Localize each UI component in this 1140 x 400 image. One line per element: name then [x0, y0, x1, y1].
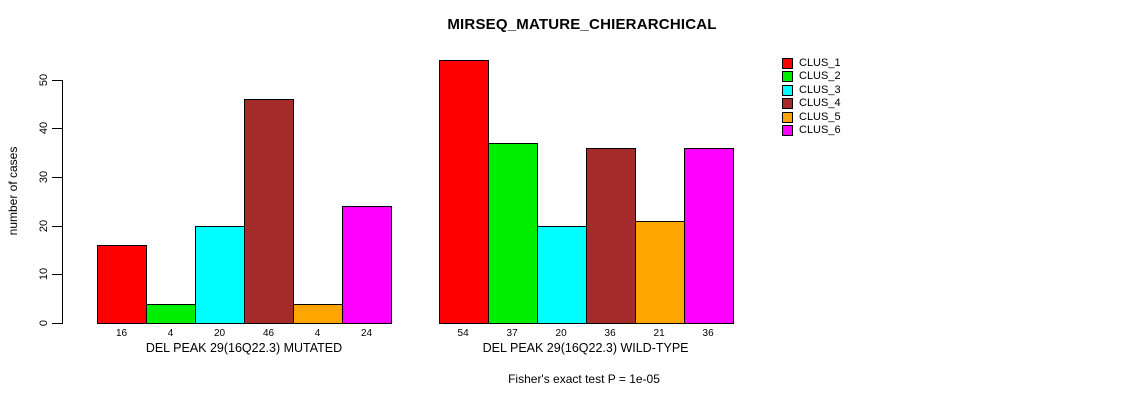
y-tick-label: 50 [38, 73, 50, 86]
bar-value-label: 46 [262, 328, 275, 339]
legend-label: CLUS_6 [799, 124, 841, 136]
legend-swatch-icon [782, 111, 793, 123]
bar-value-label: 20 [213, 328, 226, 339]
y-axis-line [62, 79, 63, 324]
bar-clus_2 [487, 142, 538, 324]
bar-value-label: 54 [457, 328, 469, 339]
bar-clus_2 [146, 303, 196, 324]
y-tick [52, 274, 62, 276]
y-axis-label: number of cases [6, 146, 20, 236]
legend-swatch-icon [782, 58, 793, 69]
legend-swatch-icon [782, 84, 793, 96]
bar-clus_1 [438, 60, 489, 324]
y-tick [52, 79, 62, 81]
group-axis-label: DEL PEAK 29(16Q22.3) WILD-TYPE [482, 341, 689, 355]
bar-value-label: 36 [702, 328, 714, 339]
y-tick [52, 176, 62, 178]
legend-label: CLUS_4 [799, 97, 841, 110]
bar-clus_4 [244, 98, 294, 324]
bar-clus_6 [683, 147, 734, 324]
y-tick-label: 10 [38, 268, 50, 281]
annotation-text: Fisher's exact test P = 1e-05 [508, 372, 660, 386]
bar-value-label: 4 [314, 328, 321, 339]
bar-value-label: 36 [604, 328, 616, 339]
bar-value-label: 24 [360, 328, 373, 339]
bar-value-label: 4 [167, 328, 174, 339]
bar-clus_5 [293, 303, 343, 324]
chart-title: MIRSEQ_MATURE_CHIERARCHICAL [447, 16, 717, 33]
y-tick-label: 30 [38, 170, 50, 184]
bar-clus_5 [634, 220, 685, 324]
bar-clus_6 [342, 206, 392, 324]
legend-item: CLUS_3 [782, 84, 841, 97]
y-tick-label: 20 [38, 219, 50, 232]
legend-item: CLUS_6 [782, 124, 841, 137]
legend-label: CLUS_3 [799, 83, 841, 96]
bar-value-label: 21 [653, 328, 665, 339]
legend-swatch-icon [782, 98, 793, 110]
legend-item: CLUS_4 [782, 97, 841, 110]
legend-swatch-icon [782, 125, 793, 136]
bar-value-label: 20 [555, 328, 567, 339]
bar-clus_1 [97, 245, 147, 324]
bar-clus_3 [195, 225, 245, 324]
legend-item: CLUS_2 [782, 70, 841, 83]
bar-clus_4 [585, 147, 636, 324]
legend-label: CLUS_2 [799, 70, 841, 83]
y-tick [52, 323, 62, 324]
bar-value-label: 37 [506, 328, 518, 339]
legend-item: CLUS_1 [782, 57, 841, 70]
legend-label: CLUS_1 [799, 57, 841, 69]
y-tick [52, 225, 62, 227]
legend-item: CLUS_5 [782, 111, 841, 124]
y-tick-label: 0 [38, 319, 50, 327]
legend-label: CLUS_5 [799, 110, 841, 123]
y-tick-label: 40 [38, 122, 50, 135]
y-tick [52, 128, 62, 130]
legend-swatch-icon [782, 71, 793, 83]
bar-value-label: 16 [115, 328, 128, 339]
group-axis-label: DEL PEAK 29(16Q22.3) MUTATED [145, 341, 343, 355]
bar-clus_3 [536, 225, 587, 324]
